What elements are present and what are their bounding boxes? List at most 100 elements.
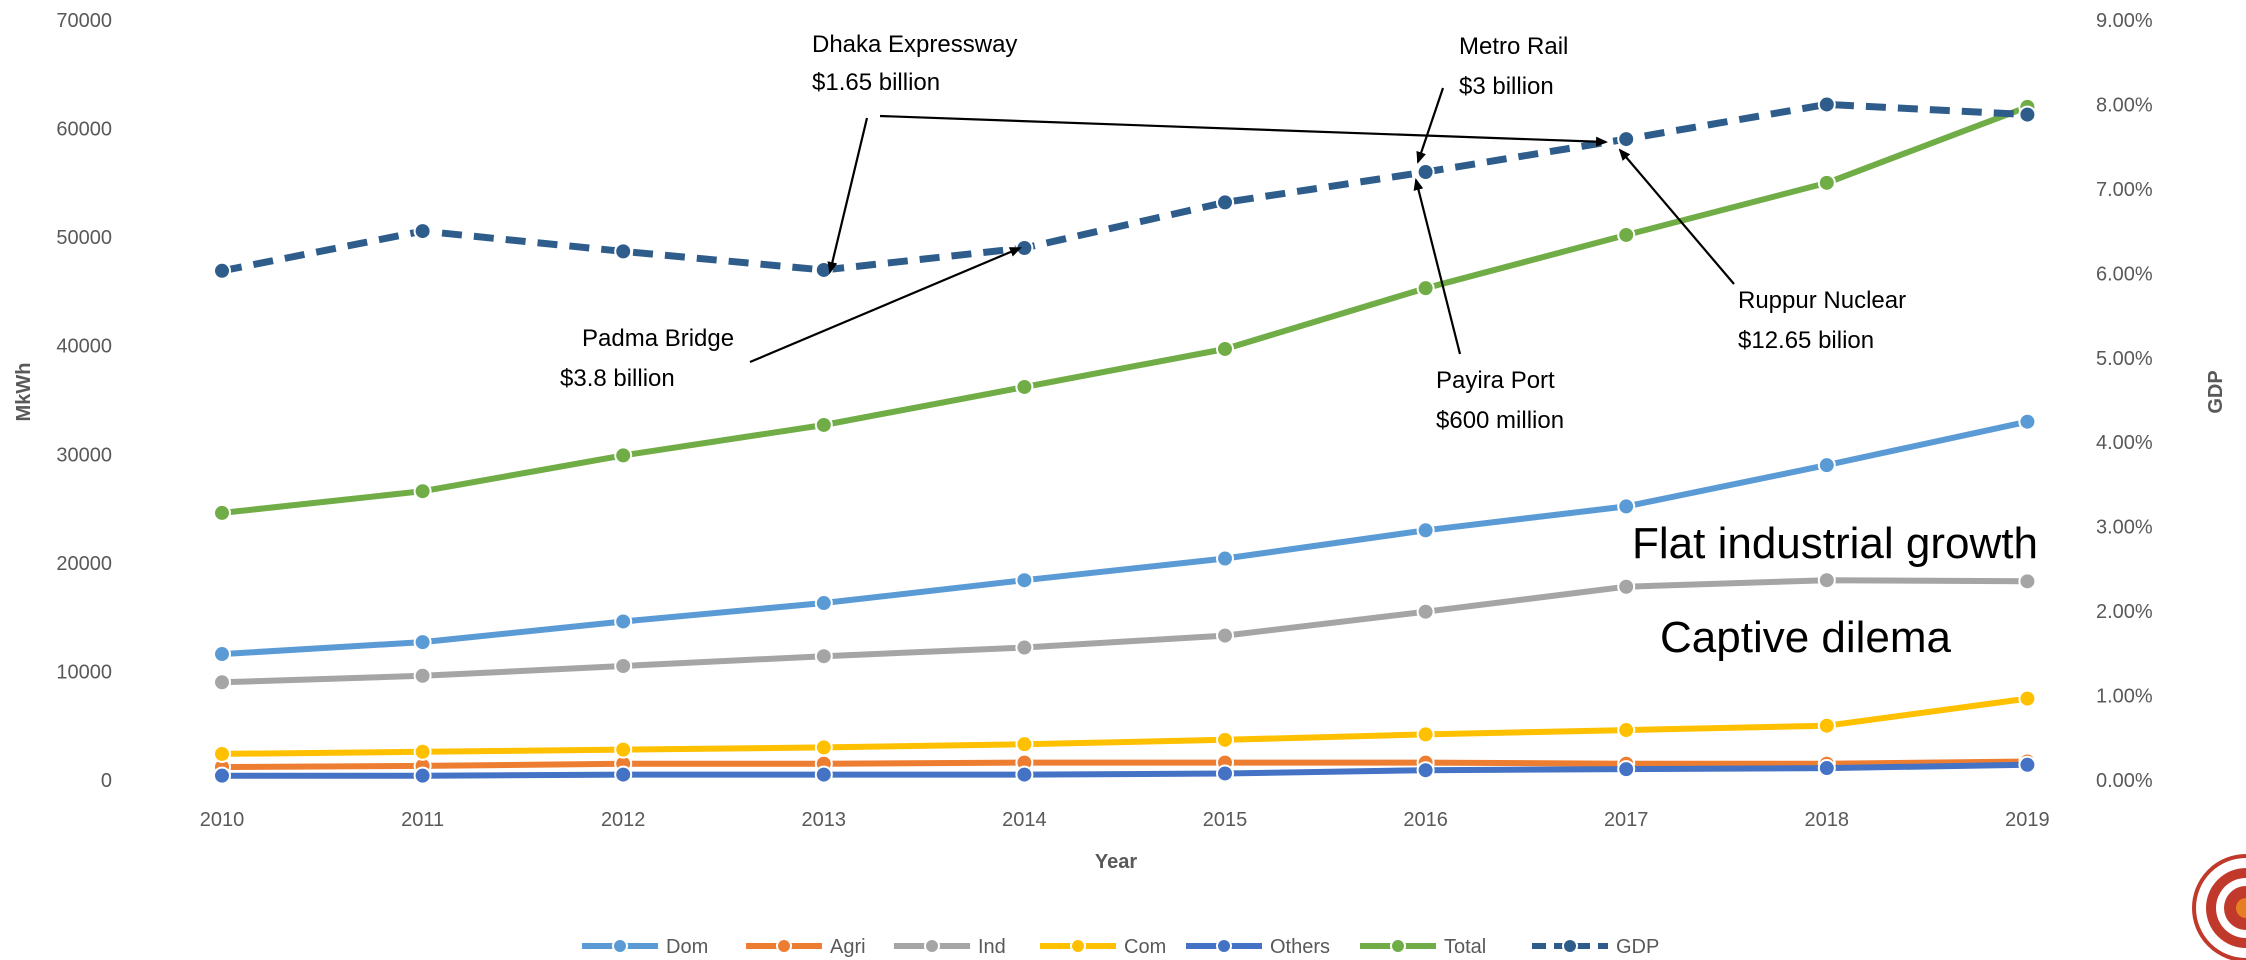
y2-tick-label: 4.00% <box>2096 432 2153 454</box>
point-dom <box>213 645 231 664</box>
point-others <box>1416 761 1435 780</box>
legend-label: Others <box>1270 936 1330 958</box>
y2-axis-title: GDP <box>2205 370 2227 413</box>
point-ind <box>1416 602 1435 621</box>
svg-text:$1.65 billion: $1.65 billion <box>812 69 940 96</box>
legend-label: Ind <box>978 936 1006 958</box>
point-others <box>413 766 432 785</box>
svg-text:Dhaka Expressway: Dhaka Expressway <box>812 31 1017 58</box>
point-others <box>1817 759 1836 778</box>
point-ind <box>1015 638 1034 657</box>
x-tick-label: 2018 <box>1805 809 1850 831</box>
legend-marker <box>1070 938 1086 954</box>
legend-label: Dom <box>666 936 708 958</box>
annotation-ruppur: Ruppur Nuclear $12.65 bilion <box>1738 287 1906 354</box>
y-axis-ticks: 0 10000 20000 30000 40000 50000 60000 70000 <box>56 10 112 792</box>
y2-tick-label: 9.00% <box>2096 10 2153 32</box>
point-ind <box>1817 571 1836 590</box>
point-com <box>1817 716 1836 735</box>
arrow-payira-to-2016 <box>1413 178 1462 355</box>
point-ind <box>1216 626 1234 645</box>
point-dom <box>1617 497 1636 516</box>
point-total <box>413 482 432 501</box>
point-others <box>1216 764 1234 783</box>
svg-text:Padma Bridge: Padma Bridge <box>582 325 734 352</box>
arrow-metro-to-2016 <box>1416 87 1445 164</box>
point-com <box>1015 735 1034 754</box>
svg-text:Metro Rail: Metro Rail <box>1459 33 1568 60</box>
series-line-com <box>219 695 2031 757</box>
arrow-dhaka-to-2017 <box>879 114 1608 147</box>
series-ind <box>213 571 2037 692</box>
point-ind <box>814 647 833 666</box>
series-total <box>213 97 2037 522</box>
institution-seal-logo <box>2190 852 2246 960</box>
point-others <box>1015 765 1034 784</box>
y-tick-label: 40000 <box>56 336 112 358</box>
legend-marker <box>1390 938 1406 954</box>
point-others <box>213 766 231 785</box>
point-ind <box>213 673 231 692</box>
point-ind <box>614 657 633 675</box>
series-others <box>213 755 2037 785</box>
point-others <box>614 765 633 784</box>
legend-item-dom: Dom <box>582 936 708 958</box>
y-tick-label: 10000 <box>56 661 112 683</box>
y2-tick-label: 5.00% <box>2096 348 2153 370</box>
point-com <box>1617 721 1636 740</box>
svg-text:$600 million: $600 million <box>1436 407 1564 434</box>
arrow-dhaka-to-2013 <box>827 117 869 274</box>
y2-tick-label: 3.00% <box>2096 517 2153 539</box>
y-tick-label: 20000 <box>56 553 112 575</box>
legend-item-ind: Ind <box>894 936 1006 958</box>
point-total <box>814 415 833 434</box>
point-dom <box>1015 571 1034 590</box>
point-dom <box>1817 456 1836 475</box>
point-gdp <box>1617 130 1636 149</box>
point-total <box>1817 173 1836 192</box>
y-tick-label: 60000 <box>56 119 112 141</box>
point-gdp <box>614 242 633 261</box>
point-ind <box>1617 577 1636 596</box>
y-tick-label: 70000 <box>56 10 112 32</box>
series-com <box>213 689 2037 763</box>
point-dom <box>1216 549 1234 568</box>
arrow-padma-to-2014 <box>749 246 1022 364</box>
x-tick-label: 2013 <box>802 809 847 831</box>
point-dom <box>814 594 833 613</box>
point-others <box>814 765 833 784</box>
point-dom <box>1416 521 1435 540</box>
y-tick-label: 50000 <box>56 227 112 249</box>
svg-text:$3 billion: $3 billion <box>1459 73 1554 100</box>
point-gdp <box>2018 105 2037 124</box>
point-gdp <box>1817 95 1836 114</box>
legend-marker <box>776 938 792 954</box>
legend-marker <box>924 938 940 954</box>
x-tick-label: 2014 <box>1002 809 1047 831</box>
y2-tick-label: 1.00% <box>2096 686 2153 708</box>
annotation-padma: Padma Bridge $3.8 billion <box>560 325 734 392</box>
x-tick-label: 2011 <box>401 809 444 831</box>
point-dom <box>2018 412 2037 431</box>
x-axis-title: Year <box>1095 851 1137 873</box>
point-com <box>2018 689 2037 708</box>
y2-tick-label: 2.00% <box>2096 601 2153 623</box>
point-com <box>1216 730 1234 749</box>
legend-item-com: Com <box>1040 936 1166 958</box>
point-dom <box>614 612 633 631</box>
point-com <box>1416 725 1435 744</box>
series-line-others <box>219 761 2031 779</box>
point-ind <box>413 666 432 685</box>
series-line-ind <box>219 577 2031 686</box>
series-line-dom <box>219 418 2031 658</box>
x-tick-label: 2019 <box>2005 809 2050 831</box>
x-tick-label: 2012 <box>601 809 646 831</box>
annotation-arrows <box>749 87 1735 364</box>
annotation-dhaka: Dhaka Expressway $1.65 billion <box>812 31 1017 96</box>
callout-flat-industrial-growth: Flat industrial growth <box>1632 519 2038 568</box>
legend-label: Com <box>1124 936 1166 958</box>
x-tick-label: 2010 <box>200 809 245 831</box>
point-gdp <box>213 261 231 280</box>
legend-marker <box>1216 938 1232 954</box>
